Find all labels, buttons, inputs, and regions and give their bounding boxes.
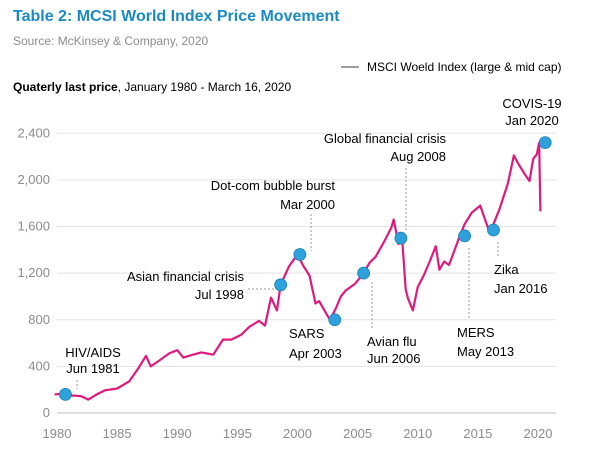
event-marker (394, 231, 408, 245)
event-marker (274, 278, 288, 292)
x-tick-label: 1995 (223, 426, 252, 441)
annotation-label: SARS (289, 326, 325, 341)
event-marker (357, 266, 371, 280)
annotation-label: Global financial crisis (324, 131, 447, 146)
annotation-label: Dot-com bubble burst (211, 178, 336, 193)
annotation-date: Apr 2003 (289, 346, 342, 361)
y-tick-label: 400 (28, 358, 50, 373)
annotation-date: Jun 1981 (66, 361, 120, 376)
legend: MSCI Woeld Index (large & mid cap) (341, 60, 562, 74)
event-marker (328, 313, 342, 327)
annotation-label: Zika (494, 262, 519, 277)
y-tick-label: 800 (28, 312, 50, 327)
annotation-date: Mar 2000 (280, 197, 335, 212)
x-tick-label: 2010 (403, 426, 432, 441)
x-tick-label: 1990 (163, 426, 192, 441)
y-tick-label: 1,600 (17, 219, 50, 234)
legend-label: MSCI Woeld Index (large & mid cap) (367, 60, 562, 74)
legend-line-swatch (341, 66, 359, 68)
annotation-label: Avian flu (367, 334, 417, 349)
event-marker (293, 248, 307, 261)
x-tick-label: 2015 (463, 426, 492, 441)
annotation-label: Asian financial crisis (127, 269, 245, 284)
annotation-date: Jun 2006 (367, 351, 421, 366)
y-tick-label: 2,400 (17, 125, 50, 140)
subtitle-bold: Quaterly last price (13, 80, 118, 94)
annotation-date: Jul 1998 (195, 287, 244, 302)
x-tick-label: 2000 (283, 426, 312, 441)
x-tick-label: 1980 (43, 426, 72, 441)
event-marker (538, 136, 552, 150)
y-tick-label: 0 (43, 405, 50, 420)
source-text: Source: McKinsey & Company, 2020 (13, 34, 209, 48)
event-marker (487, 223, 500, 237)
annotation-date: Jan 2016 (494, 281, 548, 296)
x-tick-label: 1985 (103, 426, 132, 441)
annotation-date: May 2013 (457, 344, 514, 359)
annotation-label: HIV/AIDS (65, 345, 121, 360)
subtitle-rest: , January 1980 - March 16, 2020 (117, 80, 292, 94)
annotation-date: Jan 2020 (505, 113, 559, 128)
x-tick-label: 2020 (524, 426, 553, 441)
annotation-label: MERS (457, 325, 495, 340)
series-line (54, 141, 542, 401)
y-tick-label: 2,000 (17, 172, 50, 187)
chart-subtitle: Quaterly last price, January 1980 - Marc… (13, 80, 291, 94)
y-tick-label: 1,200 (17, 265, 50, 280)
event-marker (59, 387, 72, 401)
event-marker (458, 229, 472, 243)
x-tick-label: 2005 (343, 426, 372, 441)
annotation-label: COVIS-19 (502, 96, 561, 111)
annotation-date: Aug 2008 (390, 149, 446, 164)
page-title: Table 2: MCSI World Index Price Movement (13, 8, 340, 25)
